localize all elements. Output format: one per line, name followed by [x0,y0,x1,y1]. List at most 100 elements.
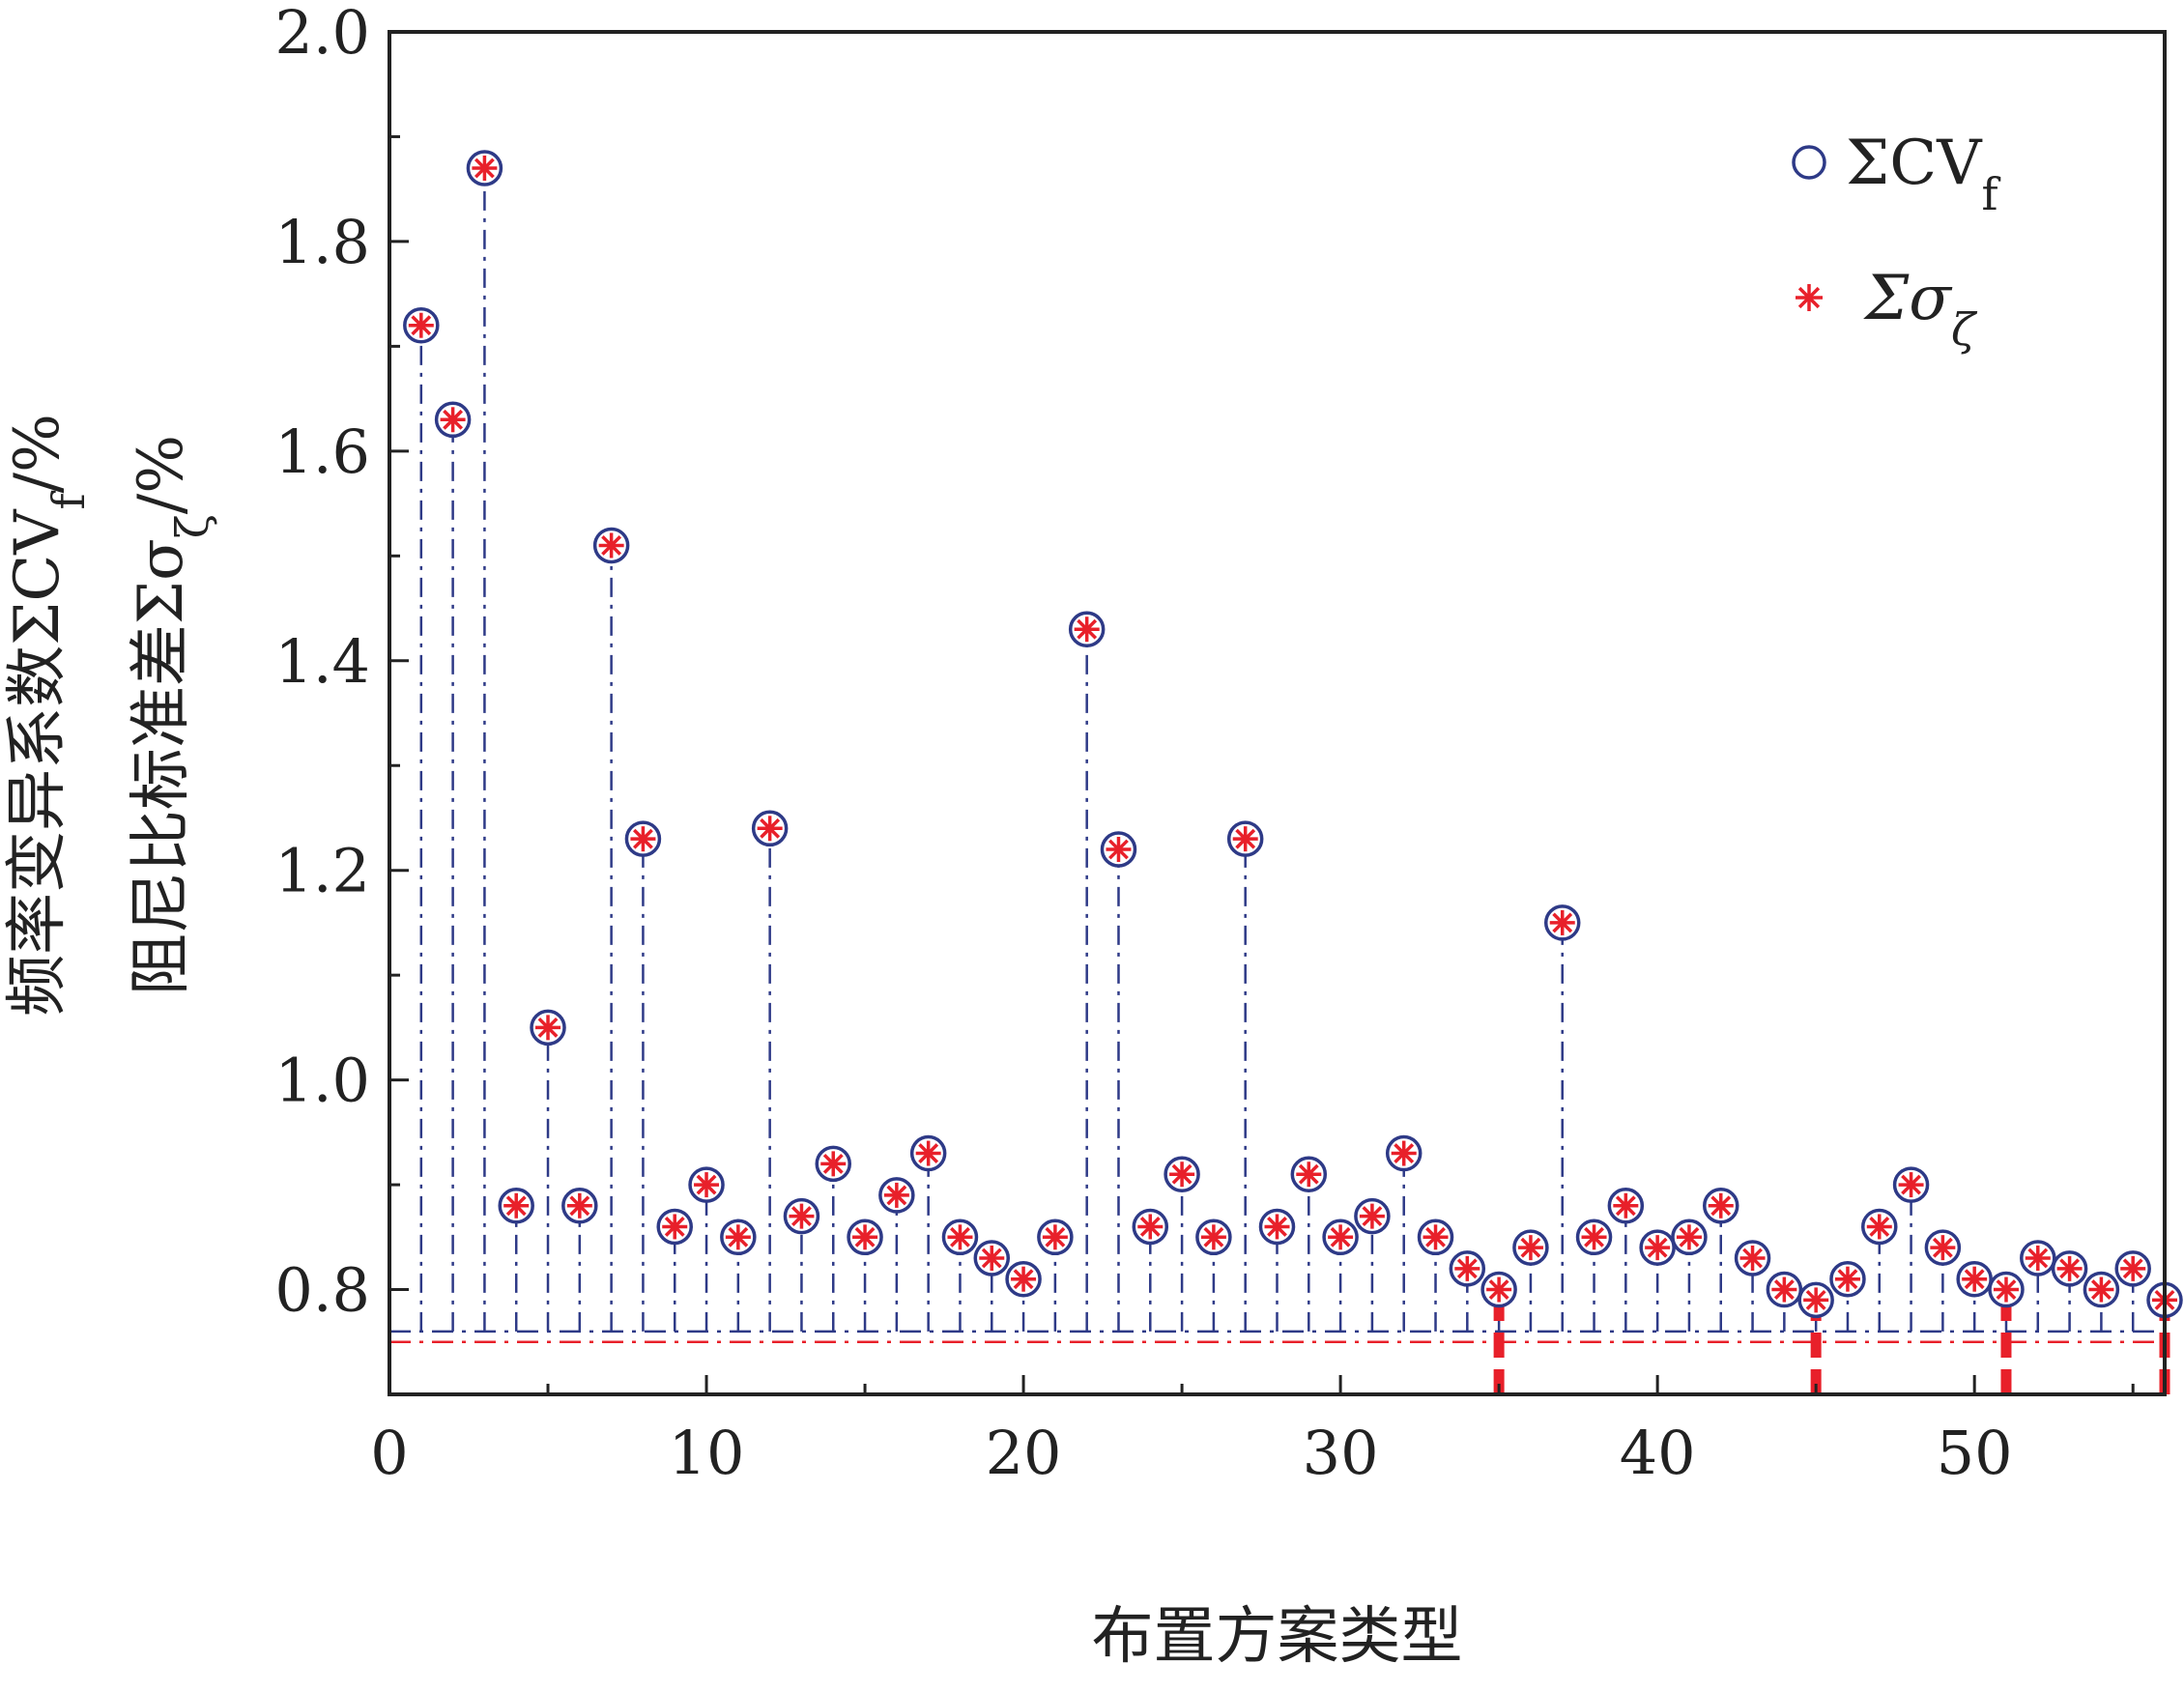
marker-asterisk [1169,1161,1195,1188]
asterisk-stroke [1045,1226,1066,1247]
asterisk-stroke [854,1226,876,1247]
asterisk-stroke [696,1174,717,1195]
asterisk-stroke [760,817,781,839]
marker-asterisk [2025,1246,2051,1271]
marker-asterisk [440,407,466,433]
asterisk-stroke [664,1217,685,1237]
asterisk-stroke [569,1195,590,1217]
stems-layer [419,185,2167,1332]
asterisk-stroke [1797,286,1821,309]
asterisk-stroke [950,1226,970,1247]
asterisk-stroke [1679,1226,1700,1247]
asterisk-stroke [1425,1226,1446,1247]
asterisk-stroke [601,535,622,556]
asterisk-stroke [822,1153,844,1174]
x-tick-label: 10 [669,1418,745,1488]
marker-asterisk [852,1224,878,1250]
asterisk-stroke [1742,1247,1763,1269]
asterisk-stroke [1456,1258,1478,1279]
asterisk-stroke [443,409,464,430]
asterisk-stroke [1235,828,1256,849]
asterisk-stroke [728,1226,749,1247]
marker-asterisk [1771,1276,1797,1303]
marker-asterisk [535,1015,561,1041]
marker-asterisk [947,1224,973,1250]
asterisk-stroke [1394,1143,1415,1163]
marker-asterisk [1074,617,1100,643]
y-axis-label-line1-prefix: 频率变异系数ΣCV [2,508,73,1017]
marker-asterisk [1296,1161,1322,1188]
reference-lines-layer [389,1330,2165,1344]
asterisk-stroke [1805,1289,1826,1310]
x-tick-label: 50 [1937,1418,2013,1488]
marker-asterisk [503,1192,530,1219]
y-axis-label-line2-suffix: /% [126,435,197,514]
y-axis-label-line1-sub: f [43,490,95,509]
asterisk-stroke [1710,1195,1732,1217]
marker-asterisk [979,1246,1005,1271]
asterisk-stroke [1520,1237,1541,1258]
marker-asterisk [472,156,498,181]
legend-label-series-2: Σσζ [1863,263,1978,356]
marker-asterisk [408,312,434,338]
marker-asterisk [630,826,656,852]
marker-asterisk [662,1214,688,1240]
markers-layer [403,150,2183,1319]
x-tick-label: 20 [986,1418,1062,1488]
asterisk-stroke [505,1195,527,1217]
asterisk-stroke [2090,1279,2112,1300]
marker-asterisk [598,532,624,559]
legend-label-series-1: ΣCVf [1846,128,2000,220]
asterisk-stroke [1615,1195,1636,1217]
asterisk-stroke [1013,1269,1034,1290]
marker-asterisk [2088,1276,2114,1303]
asterisk-stroke [1837,1269,1858,1290]
marker-asterisk [1137,1214,1164,1240]
marker-asterisk [1866,1214,1892,1240]
marker-asterisk [725,1224,751,1250]
y-axis-label-line2: 阻尼比标准差Σσζ/% [126,435,218,995]
asterisk-stroke [1964,1269,1985,1290]
marker-asterisk [2056,1255,2083,1281]
marker-asterisk [1898,1172,1924,1198]
x-tick-label: 30 [1303,1418,1379,1488]
marker-asterisk [1581,1224,1607,1250]
highlight-layer [1493,1305,2170,1394]
asterisk-stroke [1773,1279,1795,1300]
marker-asterisk [1232,826,1258,852]
marker-asterisk [1962,1266,1988,1292]
marker-asterisk [1834,1266,1860,1292]
marker-asterisk [1200,1224,1226,1250]
marker-asterisk [1454,1255,1480,1281]
asterisk-stroke [1139,1217,1161,1237]
asterisk-stroke [1362,1206,1383,1227]
marker-asterisk [1676,1224,1702,1250]
y-axis-label-line2-sub: ζ [166,514,218,538]
marker-asterisk [694,1172,720,1198]
marker-asterisk [1042,1224,1068,1250]
asterisk-stroke [632,828,653,849]
y-axis-label-line1: 频率变异系数ΣCVf/% [2,414,95,1017]
asterisk-stroke [1077,618,1098,640]
legend-asterisk-glyph [1796,284,1823,311]
y-tick-label: 1.6 [274,416,370,487]
asterisk-stroke [1488,1279,1509,1300]
marker-asterisk [1930,1235,1956,1261]
marker-asterisk [820,1151,847,1177]
marker-asterisk [1422,1224,1449,1250]
marker-asterisk [1391,1140,1417,1166]
marker-asterisk [757,816,783,842]
marker-asterisk [915,1140,941,1166]
y-tick-label: 1.4 [274,626,370,697]
asterisk-stroke [1584,1226,1604,1247]
asterisk-stroke [1869,1217,1890,1237]
asterisk-stroke [1203,1226,1224,1247]
asterisk-stroke [1267,1217,1287,1237]
y-tick-label: 0.8 [274,1255,370,1326]
marker-asterisk [1645,1235,1671,1261]
marker-asterisk [1106,837,1132,862]
asterisk-stroke [2122,1258,2143,1279]
marker-asterisk [1549,909,1575,935]
y-axis-label-line2-prefix: 阻尼比标准差Σσ [126,538,197,995]
